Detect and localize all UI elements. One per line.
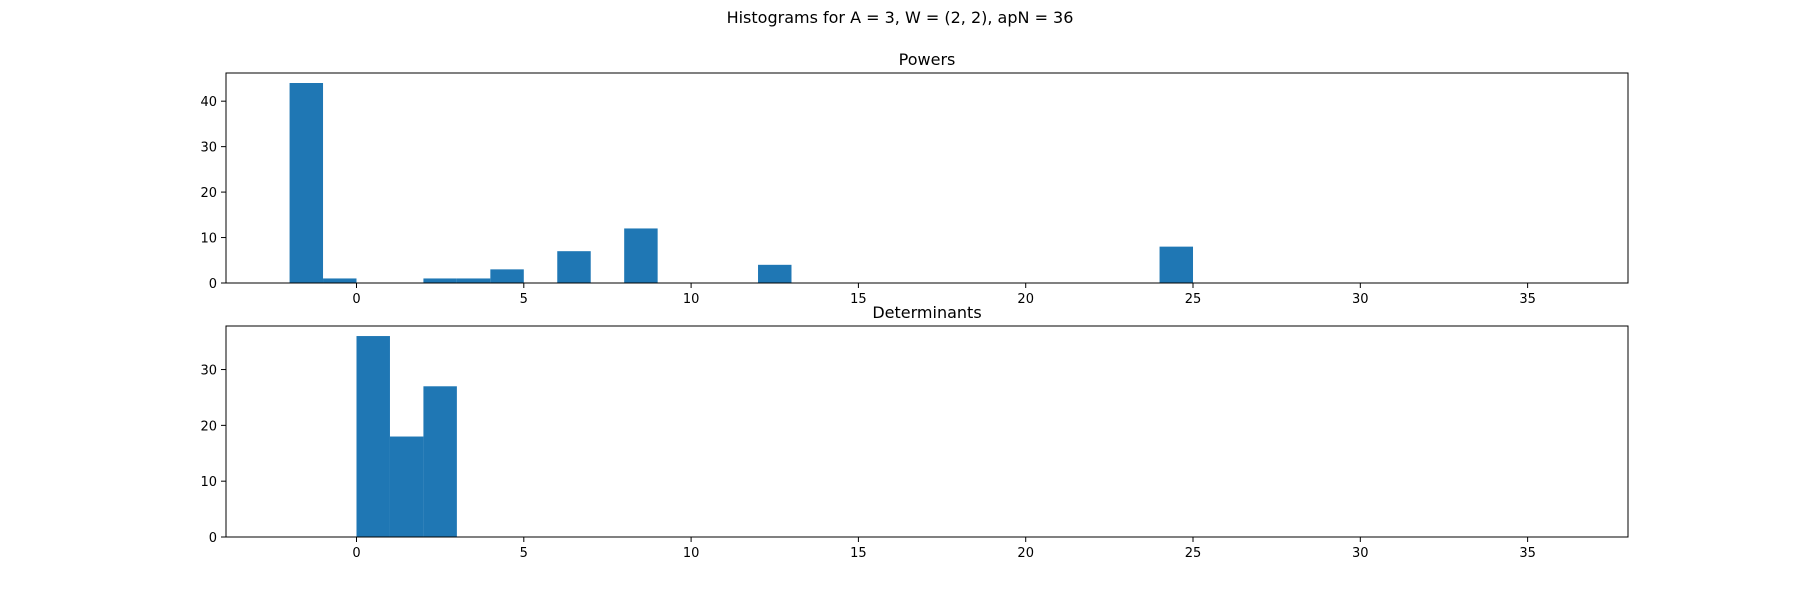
y-tick-label: 30 (200, 141, 217, 156)
histogram-bar (423, 386, 457, 537)
x-tick-label: 20 (1017, 292, 1034, 307)
x-tick-label: 30 (1352, 546, 1369, 561)
x-tick-label: 10 (683, 292, 700, 307)
y-tick-label: 10 (200, 232, 217, 247)
x-tick-label: 25 (1185, 292, 1202, 307)
x-tick-label: 25 (1185, 546, 1202, 561)
subplot-determinants: 0 5 10 15 20 25 30 35 0 10 20 30 Determinants (200, 303, 1629, 561)
x-tick-label: 30 (1352, 292, 1369, 307)
histogram-bar (624, 228, 658, 283)
y-tick-label: 40 (200, 95, 217, 110)
histogram-bar (758, 264, 792, 283)
y-tick-label: 0 (209, 277, 217, 292)
y-tick-label: 30 (200, 364, 217, 379)
x-tick-label: 35 (1519, 546, 1536, 561)
histogram-bar (289, 83, 324, 283)
y-tick-label: 20 (200, 186, 217, 201)
axes-frame (225, 325, 1629, 538)
x-tick-label: 35 (1519, 292, 1536, 307)
x-tick-label: 15 (850, 292, 867, 307)
x-tick-label: 0 (352, 292, 360, 307)
histogram-bar (456, 278, 491, 283)
x-tick-label: 5 (520, 546, 528, 561)
axes-title: Determinants (872, 303, 981, 322)
x-tick-label: 15 (850, 546, 867, 561)
x-tick-label: 0 (352, 546, 360, 561)
histogram-bar (323, 278, 357, 283)
histogram-bar (557, 251, 591, 283)
axes-frame (225, 72, 1629, 284)
x-tick-label: 20 (1017, 546, 1034, 561)
histogram-bar (1159, 246, 1194, 283)
x-tick-label: 10 (683, 546, 700, 561)
histogram-bar (389, 436, 424, 537)
y-tick-label: 10 (200, 475, 217, 490)
y-tick-label: 0 (209, 531, 217, 546)
x-tick-label: 5 (520, 292, 528, 307)
figure-title: Histograms for A = 3, W = (2, 2), apN = … (726, 8, 1074, 27)
histogram-bar (423, 278, 457, 283)
histogram-bar (356, 336, 390, 537)
y-tick-label: 20 (200, 419, 217, 434)
axes-title: Powers (899, 50, 956, 69)
histogram-bar (490, 269, 524, 283)
subplot-powers: 0 5 10 15 20 25 30 35 0 10 20 30 40 Powers (200, 50, 1629, 307)
